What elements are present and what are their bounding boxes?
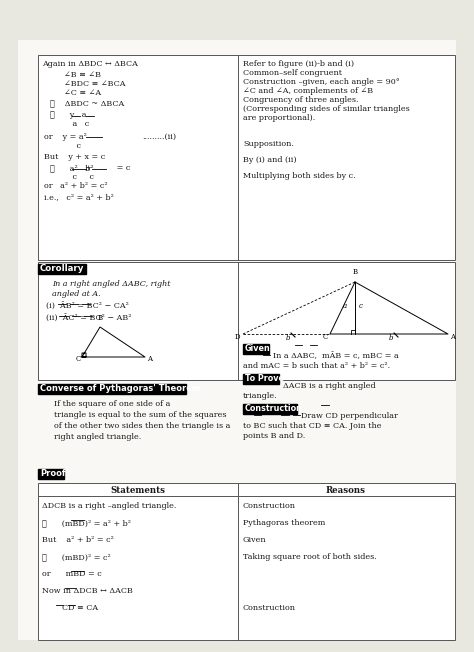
Text: Given: Given (245, 344, 271, 353)
FancyBboxPatch shape (243, 374, 279, 384)
Text: If the square of one side of a: If the square of one side of a (54, 400, 170, 408)
Text: CD ≡ CA: CD ≡ CA (42, 604, 98, 612)
Text: ∴      (mBD)² = a² + b²: ∴ (mBD)² = a² + b² (42, 519, 131, 527)
Text: triangle is equal to the sum of the squares: triangle is equal to the sum of the squa… (54, 411, 227, 419)
FancyBboxPatch shape (243, 404, 297, 414)
Text: A: A (147, 355, 152, 363)
FancyBboxPatch shape (38, 264, 86, 274)
Bar (38, 262, 455, 380)
Text: D: D (235, 333, 240, 341)
Text: Taking square root of both sides.: Taking square root of both sides. (243, 553, 377, 561)
Text: ∴    ΔBDC ~ ΔBCA: ∴ ΔBDC ~ ΔBCA (50, 100, 124, 108)
Text: or   a² + b² = c²: or a² + b² = c² (44, 182, 108, 190)
Text: Refer to figure (ii)-b and (i): Refer to figure (ii)-b and (i) (243, 60, 354, 68)
Text: Construction –given, each angle = 90°: Construction –given, each angle = 90° (243, 78, 400, 86)
Text: But    y + x = c: But y + x = c (44, 153, 105, 161)
Text: By (i) and (ii): By (i) and (ii) (243, 156, 297, 164)
Text: Proof: Proof (40, 469, 65, 478)
Text: right angled triangle.: right angled triangle. (54, 433, 141, 441)
Text: or      mBD = c: or mBD = c (42, 570, 102, 578)
Text: C: C (323, 333, 328, 341)
Text: Construction: Construction (243, 604, 296, 612)
Text: Draw CD perpendicular: Draw CD perpendicular (301, 412, 398, 420)
Text: to BC such that CD ≡ CA. Join the: to BC such that CD ≡ CA. Join the (243, 422, 382, 430)
Text: of the other two sides then the triangle is a: of the other two sides then the triangle… (54, 422, 230, 430)
Text: Congruency of three angles.: Congruency of three angles. (243, 96, 358, 104)
Text: Statements: Statements (110, 486, 165, 495)
Text: Corollary: Corollary (40, 264, 84, 273)
Text: ∴      y   a: ∴ y a (50, 111, 86, 119)
Text: In a ΔABC,  mĀB = c, mBC = a: In a ΔABC, mĀB = c, mBC = a (273, 352, 399, 360)
Text: b: b (389, 334, 393, 342)
Text: Multiplying both sides by c.: Multiplying both sides by c. (243, 172, 356, 180)
FancyBboxPatch shape (38, 384, 186, 394)
Text: are proportional).: are proportional). (243, 114, 315, 122)
FancyBboxPatch shape (243, 344, 269, 354)
Text: Construction: Construction (243, 502, 296, 510)
Text: ∠C ≡ ∠A: ∠C ≡ ∠A (64, 89, 101, 97)
Bar (38, 55, 455, 260)
Text: and mAC = b such that a² + b² = c².: and mAC = b such that a² + b² = c². (243, 362, 390, 370)
Text: Converse of Pythagoras' Theorem: Converse of Pythagoras' Theorem (40, 384, 201, 393)
Text: c: c (359, 302, 363, 310)
Text: a: a (343, 302, 347, 310)
Text: (i)  ĀB² = BC² − CA²: (i) ĀB² = BC² − CA² (46, 302, 129, 310)
Text: But    a² + b² = c²: But a² + b² = c² (42, 536, 114, 544)
Text: ΔDCB is a right –angled triangle.: ΔDCB is a right –angled triangle. (42, 502, 176, 510)
Text: B: B (353, 268, 358, 276)
Text: triangle.: triangle. (243, 392, 278, 400)
Text: In a right angled ΔABC, right: In a right angled ΔABC, right (52, 280, 171, 288)
Text: ∠B ≡ ∠B: ∠B ≡ ∠B (64, 71, 101, 79)
Bar (38, 483, 455, 640)
Text: (Corresponding sides of similar triangles: (Corresponding sides of similar triangle… (243, 105, 410, 113)
Text: Supposition.: Supposition. (243, 140, 294, 148)
Text: b: b (286, 334, 291, 342)
Text: Construction: Construction (245, 404, 303, 413)
Text: c     c: c c (50, 173, 94, 181)
Text: points B and D.: points B and D. (243, 432, 305, 440)
Text: B: B (98, 314, 103, 322)
Text: To Prove: To Prove (245, 374, 284, 383)
Text: +          = c: + = c (50, 164, 130, 172)
Text: or    y = a²: or y = a² (44, 133, 87, 141)
Text: angled at A.: angled at A. (52, 290, 100, 298)
Text: A: A (450, 333, 455, 341)
Text: ∴      a²   b²: ∴ a² b² (50, 164, 94, 172)
Text: i.e.,   c² = a² + b²: i.e., c² = a² + b² (44, 193, 114, 201)
Text: Now in ΔDCB ↔ ΔACB: Now in ΔDCB ↔ ΔACB (42, 587, 133, 595)
Text: a   c: a c (50, 120, 89, 128)
Text: Reasons: Reasons (326, 486, 366, 495)
Text: (ii)  ĀC² = BC² − AB²: (ii) ĀC² = BC² − AB² (46, 314, 131, 322)
Text: ∠BDC ≡ ∠BCA: ∠BDC ≡ ∠BCA (64, 80, 126, 88)
Text: Given: Given (243, 536, 266, 544)
Text: Again in ΔBDC ↔ ΔBCA: Again in ΔBDC ↔ ΔBCA (42, 60, 138, 68)
Text: Common–self congruent: Common–self congruent (243, 69, 342, 77)
Text: ∠C and ∠A, complements of ∠B: ∠C and ∠A, complements of ∠B (243, 87, 373, 95)
Text: ΔACB is a right angled: ΔACB is a right angled (283, 382, 375, 390)
Text: C: C (76, 355, 81, 363)
Text: Pythagoras theorem: Pythagoras theorem (243, 519, 325, 527)
Text: ∴      (mBD)² = c²: ∴ (mBD)² = c² (42, 553, 111, 561)
Text: c: c (44, 142, 81, 150)
Text: .........(ii): .........(ii) (142, 133, 176, 141)
FancyBboxPatch shape (38, 469, 64, 479)
